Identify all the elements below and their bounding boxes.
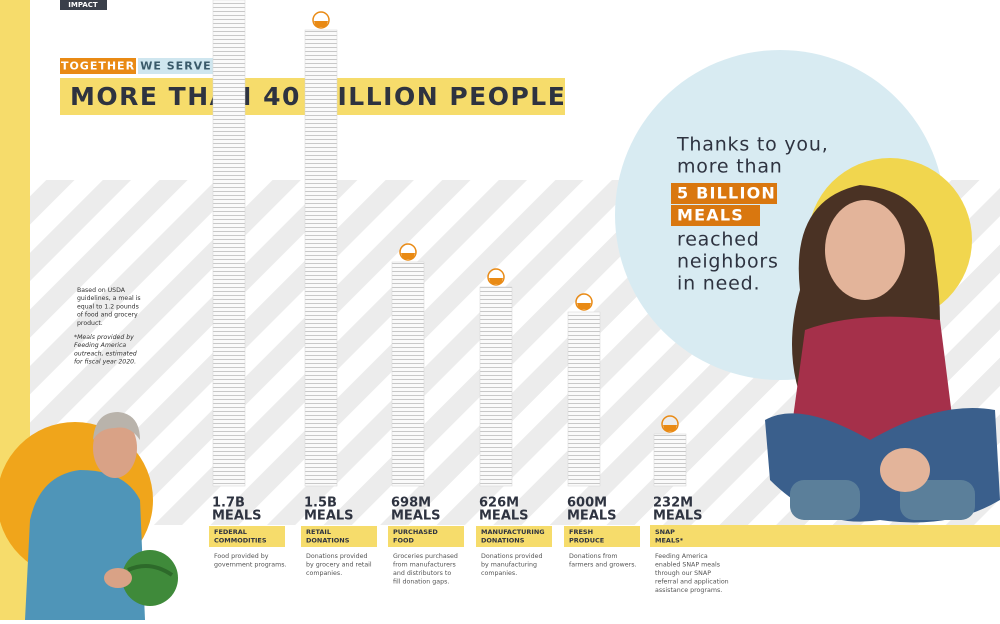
person-photo	[765, 185, 1000, 523]
source-label: PRODUCE	[569, 537, 604, 545]
label-tag	[564, 526, 640, 547]
plate-stack	[567, 311, 601, 487]
basket-icon	[314, 21, 328, 27]
kicker-tag	[60, 58, 136, 74]
source-label: DONATIONS	[481, 537, 525, 545]
basket-icon	[312, 11, 330, 29]
footnote: Feeding America	[74, 342, 126, 349]
source-label: MANUFACTURING	[481, 528, 545, 536]
basket-icon	[399, 243, 417, 261]
basket-icon	[487, 268, 505, 286]
source-description: by manufacturing	[481, 562, 537, 569]
callout-highlight: 5 BILLION	[677, 184, 776, 203]
source-label: FOOD	[393, 537, 414, 545]
plate-stack	[304, 29, 338, 487]
callout-text: in need.	[677, 273, 760, 295]
footnote: *Meals provided by	[74, 334, 134, 341]
source-label: FEDERAL	[214, 528, 247, 536]
basket-icon	[661, 415, 679, 433]
kicker-tag	[138, 58, 214, 74]
section-tag	[60, 0, 107, 10]
source-description: Donations provided	[481, 553, 543, 560]
source-description: by grocery and retail	[306, 562, 372, 569]
meal-unit: MEALS	[653, 509, 703, 524]
bottom-band	[650, 525, 1000, 547]
source-description: companies.	[481, 570, 517, 577]
footnote: guidelines, a meal is	[77, 295, 141, 302]
meal-amount: 232M	[653, 496, 693, 511]
source-label: COMMODITIES	[214, 537, 267, 545]
plate-stack	[212, 0, 246, 487]
callout-highlight: MEALS	[677, 206, 744, 225]
meal-amount: 1.5B	[304, 496, 337, 511]
basket-icon	[401, 253, 415, 259]
footnote: equal to 1.2 pounds	[77, 303, 139, 310]
highlight-box	[671, 183, 777, 204]
source-description: companies.	[306, 570, 342, 577]
source-label: MEALS*	[655, 537, 684, 545]
meal-unit: MEALS	[304, 509, 354, 524]
callout-text: more than	[677, 156, 783, 178]
label-tag	[301, 526, 377, 547]
source-label: FRESH	[569, 528, 593, 536]
source-description: Donations provided	[306, 553, 368, 560]
plate-stack	[653, 433, 687, 487]
meal-amount: 626M	[479, 496, 519, 511]
source-label: RETAIL	[306, 528, 331, 536]
callout-text: neighbors	[677, 251, 779, 273]
plate-stack	[391, 261, 425, 487]
source-description: Food provided by	[214, 553, 269, 560]
source-description: Donations from	[569, 553, 618, 560]
source-description: enabled SNAP meals	[655, 562, 720, 569]
source-description: Feeding America	[655, 553, 708, 560]
meal-unit: MEALS	[479, 509, 529, 524]
source-description: referral and application	[655, 579, 729, 586]
kicker: WE SERVE	[140, 60, 211, 73]
source-label: PURCHASED	[393, 528, 438, 536]
meal-amount: 698M	[391, 496, 431, 511]
source-description: fill donation gaps.	[393, 579, 449, 586]
highlight-box	[671, 205, 760, 226]
basket-icon	[663, 425, 677, 431]
meal-unit: MEALS	[391, 509, 441, 524]
source-description: through our SNAP	[655, 570, 711, 577]
footnote: for fiscal year 2020.	[74, 359, 136, 366]
source-description: from manufacturers	[393, 562, 456, 569]
basket-icon	[577, 303, 591, 309]
meal-amount: 1.7B	[212, 496, 245, 511]
footnote: product.	[77, 320, 103, 327]
source-description: assistance programs.	[655, 587, 722, 594]
plate-stack	[479, 286, 513, 487]
meal-unit: MEALS	[567, 509, 617, 524]
source-description: and distributors to	[393, 570, 451, 577]
basket-icon	[489, 278, 503, 284]
footnote: outreach, estimated	[74, 349, 137, 357]
label-tag	[476, 526, 552, 547]
source-description: Groceries purchased	[393, 553, 458, 560]
callout-text: reached	[677, 229, 760, 251]
callout-text: Thanks to you,	[676, 134, 829, 156]
section-label: IMPACT	[68, 1, 98, 9]
source-label: DONATIONS	[306, 537, 350, 545]
meal-amount: 600M	[567, 496, 607, 511]
kicker: TOGETHER	[61, 60, 135, 73]
source-description: government programs.	[214, 562, 287, 569]
source-label: SNAP	[655, 528, 675, 536]
meal-unit: MEALS	[212, 509, 262, 524]
source-description: farmers and growers.	[569, 562, 636, 569]
person-photo	[25, 412, 178, 620]
footnote: of food and grocery	[77, 312, 138, 319]
label-tag	[650, 526, 726, 547]
label-tag	[388, 526, 464, 547]
label-tag	[209, 526, 285, 547]
footnote: Based on USDA	[77, 287, 126, 294]
basket-icon	[575, 293, 593, 311]
